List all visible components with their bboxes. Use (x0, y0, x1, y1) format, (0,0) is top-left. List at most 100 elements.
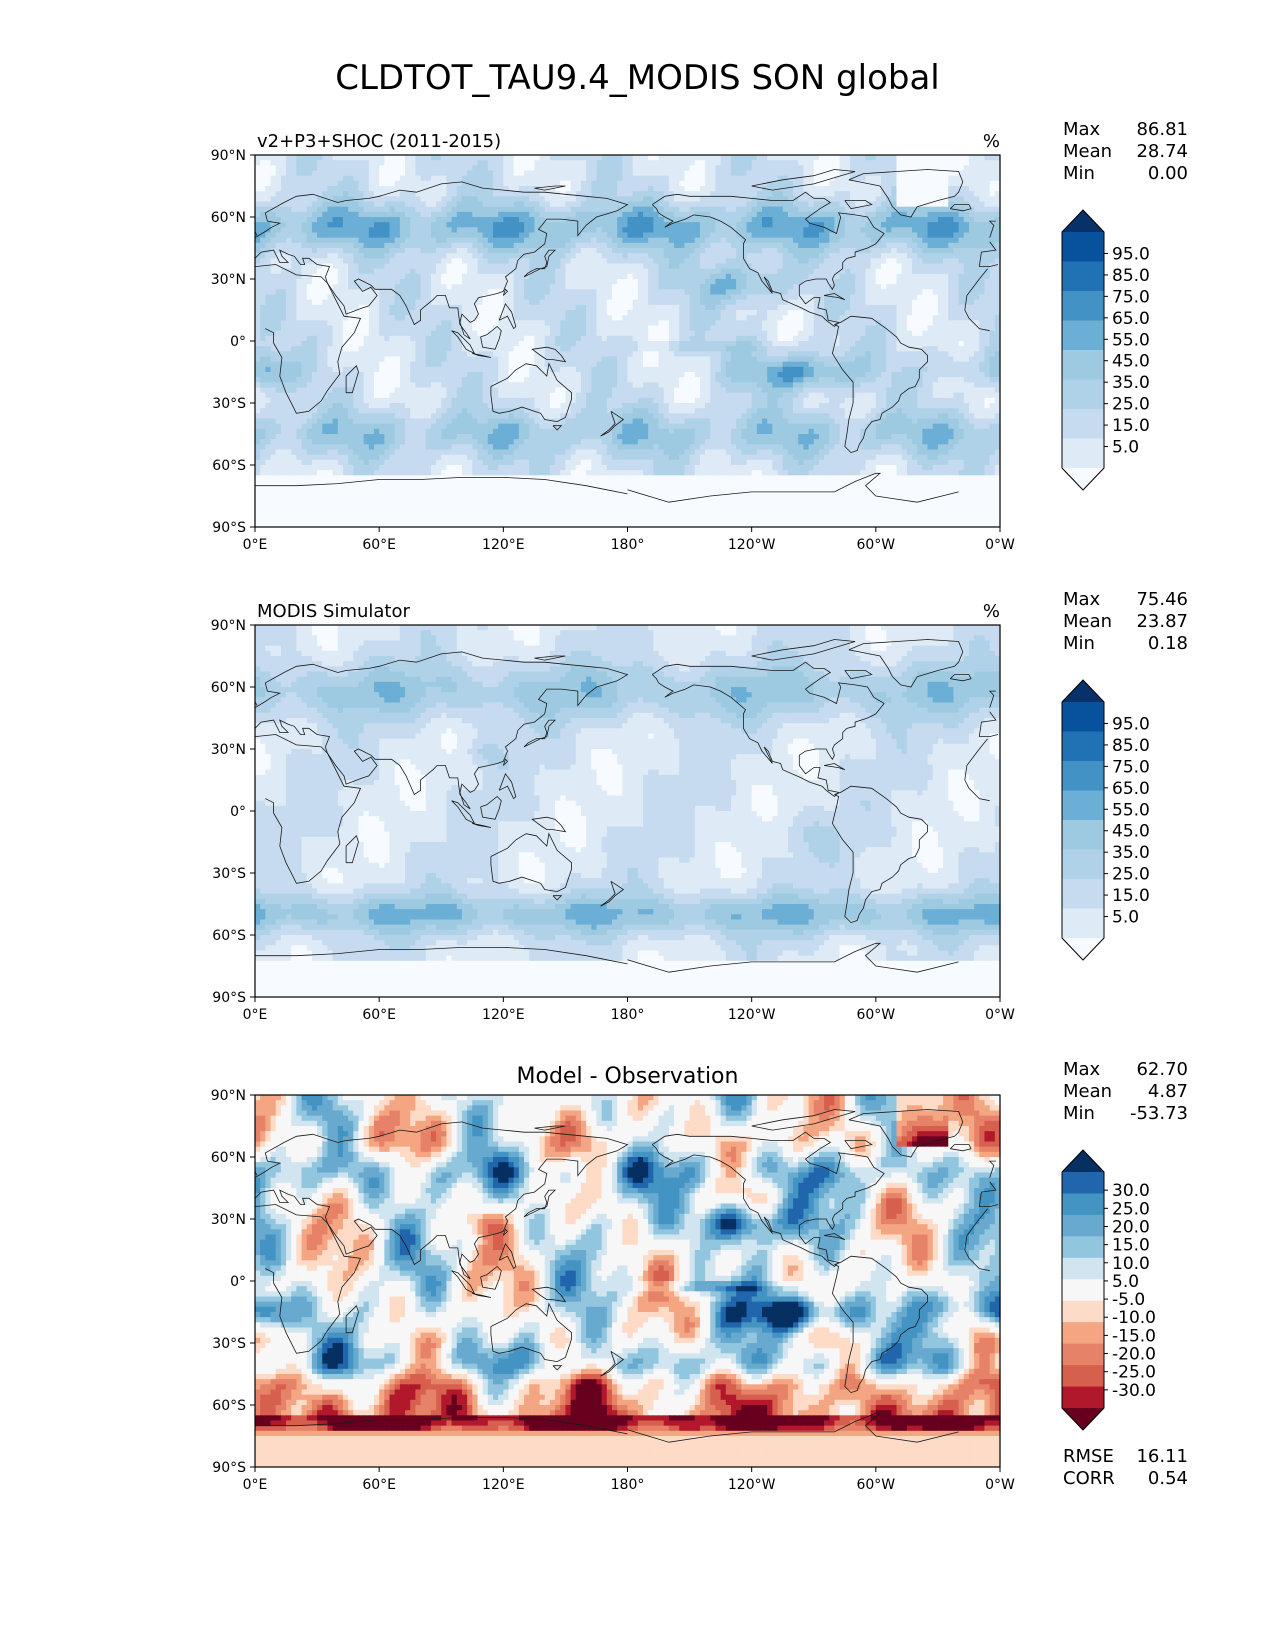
lon-tick-label: 60°W (856, 537, 895, 553)
lon-tick-label: 120°E (482, 1007, 525, 1023)
lat-tick-label: 60°S (212, 928, 246, 944)
stat-value: -53.73 (1130, 1103, 1188, 1124)
colorbar-label: -10.0 (1112, 1308, 1156, 1328)
colorbar-segment (1062, 732, 1104, 762)
colorbar-label: 15.0 (1112, 416, 1150, 436)
colorbar-segment (1062, 291, 1104, 321)
colorbar-segment (1062, 409, 1104, 439)
colorbar-segment (1062, 380, 1104, 410)
panel-test: 90°N60°N30°N0°30°S60°S90°S0°E 60°E 120°E 18… (211, 119, 1188, 553)
colorbar-label: 15.0 (1112, 886, 1150, 906)
colorbar-difference: 30.025.020.015.010.05.0-5.0-10.0-15.0-20… (1062, 1150, 1156, 1430)
colorbar-label: 25.0 (1112, 395, 1150, 415)
lon-tick-label: 180° (611, 1007, 645, 1023)
lat-tick-label: 90°S (212, 520, 246, 536)
panel-units: % (983, 601, 1000, 622)
lat-tick-label: 60°N (211, 680, 246, 696)
lat-tick-label: 30°S (212, 1336, 246, 1352)
stat-value: 75.46 (1136, 589, 1188, 610)
lat-tick-label: 60°S (212, 458, 246, 474)
map-field-difference (255, 1095, 1001, 1468)
lat-tick-label: 90°N (211, 148, 246, 164)
colorbar-label: 55.0 (1112, 330, 1150, 350)
extra-stat-label: RMSE (1063, 1446, 1114, 1467)
lon-tick-label: 180° (611, 1477, 645, 1493)
colorbar-segment (1062, 1387, 1104, 1409)
colorbar-label: 35.0 (1112, 373, 1150, 393)
lon-tick-label: 0°E (243, 537, 268, 553)
figure-page: CLDTOT_TAU9.4_MODIS SON global 90°N 60°N 3… (0, 0, 1275, 1650)
colorbar-label: 20.0 (1112, 1217, 1150, 1237)
colorbar-segment (1062, 1301, 1104, 1323)
colorbar-label: 75.0 (1112, 757, 1150, 777)
stat-value: 0.00 (1148, 163, 1188, 184)
stat-label: Min (1063, 163, 1095, 184)
stat-value: 0.18 (1148, 633, 1188, 654)
lat-tick-label: 30°N (211, 1212, 246, 1228)
lon-tick-label: 0°W (985, 537, 1015, 553)
colorbar-segment (1062, 1215, 1104, 1237)
stat-label: Min (1063, 1103, 1095, 1124)
colorbar-top-extend (1062, 680, 1104, 702)
lon-tick-label: 120°W (728, 1477, 776, 1493)
stat-value: 4.87 (1148, 1081, 1188, 1102)
colorbar-segment (1062, 1344, 1104, 1366)
colorbar-bottom-extend (1062, 468, 1104, 490)
colorbar-label: 10.0 (1112, 1254, 1150, 1274)
colorbar-test: 95.085.075.065.055.045.035.025.015.05.0 (1062, 210, 1150, 490)
colorbar-segment (1062, 1193, 1104, 1215)
lon-tick-label: 0°E (243, 1477, 268, 1493)
colorbar-label: 65.0 (1112, 779, 1150, 799)
colorbar-label: 25.0 (1112, 1199, 1150, 1219)
colorbar-segment (1062, 350, 1104, 380)
stat-value: 62.70 (1136, 1059, 1188, 1080)
colorbar-segment (1062, 1172, 1104, 1194)
colorbar-segment (1062, 761, 1104, 791)
lat-tick-label: 60°N (211, 1150, 246, 1166)
lon-tick-label: 0°W (985, 1007, 1015, 1023)
colorbar-label: 95.0 (1112, 714, 1150, 734)
colorbar-top-extend (1062, 1150, 1104, 1172)
figure-canvas: 90°N60°N30°N0°30°S60°S90°S0°E 60°E 120°E 18… (0, 0, 1275, 1650)
stat-label: Mean (1063, 141, 1112, 162)
lat-tick-label: 90°N (211, 618, 246, 634)
lat-tick-label: 30°N (211, 742, 246, 758)
colorbar-label: 25.0 (1112, 865, 1150, 885)
lon-tick-label: 60°E (362, 1007, 396, 1023)
colorbar-reference: 95.085.075.065.055.045.035.025.015.05.0 (1062, 680, 1150, 960)
stat-label: Min (1063, 633, 1095, 654)
map-field-test (255, 155, 1001, 528)
panel-left-title: v2+P3+SHOC (2011-2015) (257, 131, 501, 152)
colorbar-segment (1062, 879, 1104, 909)
colorbar-segment (1062, 1365, 1104, 1387)
extra-stat-label: CORR (1063, 1468, 1115, 1489)
colorbar-label: 5.0 (1112, 438, 1139, 458)
extra-stat-value: 0.54 (1148, 1468, 1188, 1489)
lat-tick-label: 30°S (212, 866, 246, 882)
lat-tick-label: 30°S (212, 396, 246, 412)
stat-label: Max (1063, 119, 1101, 140)
colorbar-segment (1062, 232, 1104, 262)
lon-tick-label: 60°W (856, 1477, 895, 1493)
colorbar-label: -20.0 (1112, 1345, 1156, 1365)
stat-label: Max (1063, 1059, 1101, 1080)
colorbar-label: 85.0 (1112, 736, 1150, 756)
stat-label: Mean (1063, 611, 1112, 632)
lat-tick-label: 30°N (211, 272, 246, 288)
lat-tick-label: 90°S (212, 1460, 246, 1476)
colorbar-label: 75.0 (1112, 287, 1150, 307)
panel-reference: 90°N60°N30°N0°30°S60°S90°S0°E 60°E 120°E 18… (211, 589, 1188, 1023)
lon-tick-label: 60°W (856, 1007, 895, 1023)
colorbar-bottom-extend (1062, 1408, 1104, 1430)
colorbar-label: -30.0 (1112, 1381, 1156, 1401)
colorbar-segment (1062, 1258, 1104, 1280)
colorbar-segment (1062, 262, 1104, 292)
colorbar-label: -15.0 (1112, 1326, 1156, 1346)
colorbar-bottom-extend (1062, 938, 1104, 960)
lon-tick-label: 120°W (728, 1007, 776, 1023)
stat-value: 28.74 (1136, 141, 1188, 162)
colorbar-segment (1062, 321, 1104, 351)
extra-stat-value: 16.11 (1136, 1446, 1188, 1467)
colorbar-segment (1062, 909, 1104, 939)
lon-tick-label: 120°W (728, 537, 776, 553)
